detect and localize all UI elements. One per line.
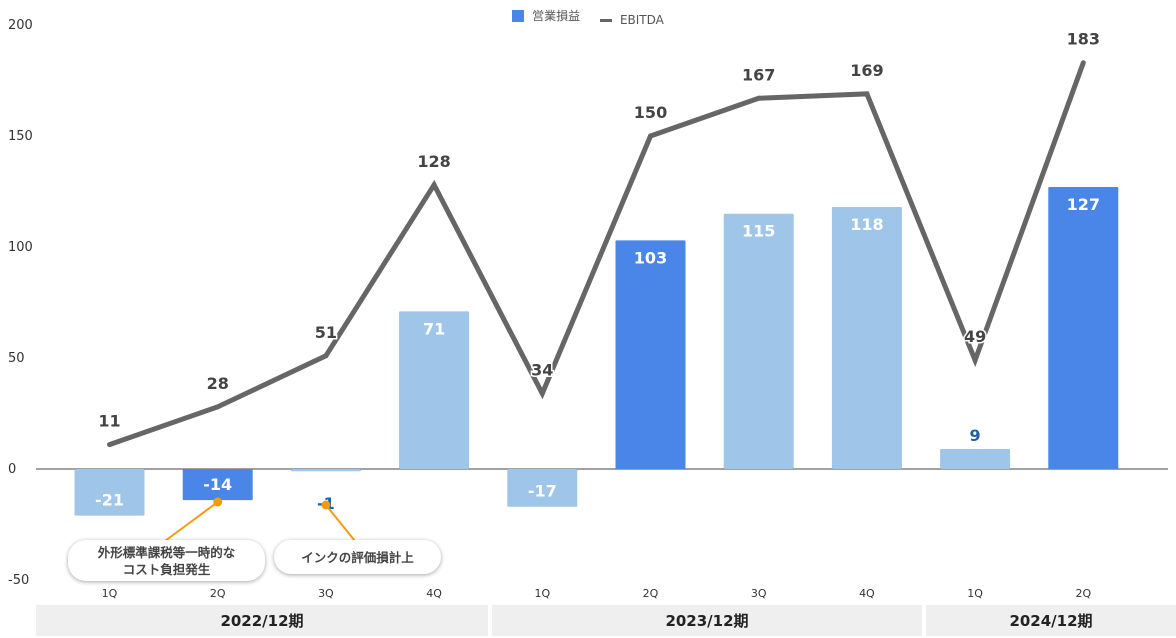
x-tick-label: 2Q — [643, 587, 659, 600]
y-tick-label: 0 — [8, 462, 16, 477]
bar-value-label: 103 — [634, 248, 667, 267]
ebitda-point-8 — [972, 357, 978, 363]
bar-1 — [182, 469, 253, 501]
x-tick-label: 2Q — [1075, 587, 1091, 600]
bar-value-label: 9 — [970, 426, 981, 445]
x-tick-label: 2Q — [210, 587, 226, 600]
ebitda-line — [108, 61, 1086, 447]
bar-value-label: 118 — [850, 215, 883, 234]
ebitda-value-label: 49 — [964, 327, 986, 346]
ebitda-value-label: 34 — [531, 361, 553, 380]
annotation-dot-1 — [321, 500, 331, 510]
bar-value-label: -17 — [528, 482, 557, 501]
legend-label-operating-profit: 営業損益 — [532, 9, 581, 23]
y-tick-label: -50 — [8, 573, 29, 588]
y-tick-label: 150 — [8, 129, 33, 144]
bar-value-label: 115 — [742, 222, 775, 241]
x-tick-label: 1Q — [967, 587, 983, 600]
legend-swatch-line — [599, 18, 612, 22]
bar-9 — [1048, 187, 1119, 469]
bar-7 — [831, 207, 902, 470]
bar-3 — [399, 311, 470, 469]
ebitda-point-2 — [323, 353, 329, 359]
bar-value-label: 71 — [423, 319, 445, 338]
ebitda-value-label: 128 — [417, 152, 450, 171]
ebitda-value-label: 28 — [207, 374, 229, 393]
ebitda-point-9 — [1080, 60, 1086, 66]
ebitda-value-label: 11 — [98, 412, 120, 431]
legend-label-ebitda: EBITDA — [619, 13, 664, 27]
bar-0 — [74, 469, 145, 516]
ebitda-point-0 — [107, 442, 112, 448]
bar-value-label: -21 — [95, 491, 124, 510]
legend: 営業損益 EBITDA — [0, 7, 1176, 27]
bar-value-label: -14 — [203, 475, 232, 494]
annotation-dot-0 — [213, 497, 223, 507]
legend-item-ebitda: EBITDA — [599, 13, 664, 27]
annotation-callout-ink: インクの評価損計上 — [274, 540, 441, 574]
bar-6 — [723, 213, 794, 469]
ebitda-point-1 — [215, 404, 221, 410]
x-tick-label: 3Q — [751, 587, 767, 600]
annotation-leader-1 — [325, 504, 356, 542]
ebitda-value-label: 169 — [850, 61, 883, 80]
bar-4 — [507, 469, 578, 507]
x-tick-label: 3Q — [318, 587, 334, 600]
y-tick-label: 200 — [8, 18, 33, 33]
annotation-leader-0 — [164, 501, 219, 542]
legend-swatch-bar — [512, 9, 525, 22]
x-tick-label: 4Q — [859, 587, 875, 600]
period-2022: 2022/12期 — [36, 605, 488, 636]
x-tick-label: 4Q — [426, 587, 442, 600]
ebitda-point-6 — [756, 95, 762, 101]
bar-8 — [940, 449, 1011, 469]
ebitda-point-5 — [648, 133, 653, 139]
bar-2 — [290, 469, 361, 472]
y-tick-label: 50 — [8, 351, 25, 366]
bar-value-label: 127 — [1067, 195, 1100, 214]
period-2023: 2023/12期 — [492, 605, 922, 636]
ebitda-value-label: 51 — [315, 323, 337, 342]
bar-5 — [615, 240, 686, 469]
x-tick-label: 1Q — [102, 587, 118, 600]
x-tick-label: 1Q — [534, 587, 550, 600]
legend-item-operating-profit: 営業損益 — [512, 7, 580, 24]
period-2024: 2024/12期 — [926, 605, 1176, 636]
y-tick-label: 100 — [8, 240, 33, 255]
ebitda-value-label: 150 — [634, 103, 667, 122]
annotation-callout-tax: 外形標準課税等一時的な コスト負担発生 — [68, 540, 265, 581]
ebitda-point-4 — [539, 391, 545, 397]
ebitda-value-label: 167 — [742, 65, 775, 84]
ebitda-value-label: 183 — [1067, 30, 1100, 49]
ebitda-point-3 — [431, 182, 437, 188]
ebitda-point-7 — [864, 91, 870, 97]
